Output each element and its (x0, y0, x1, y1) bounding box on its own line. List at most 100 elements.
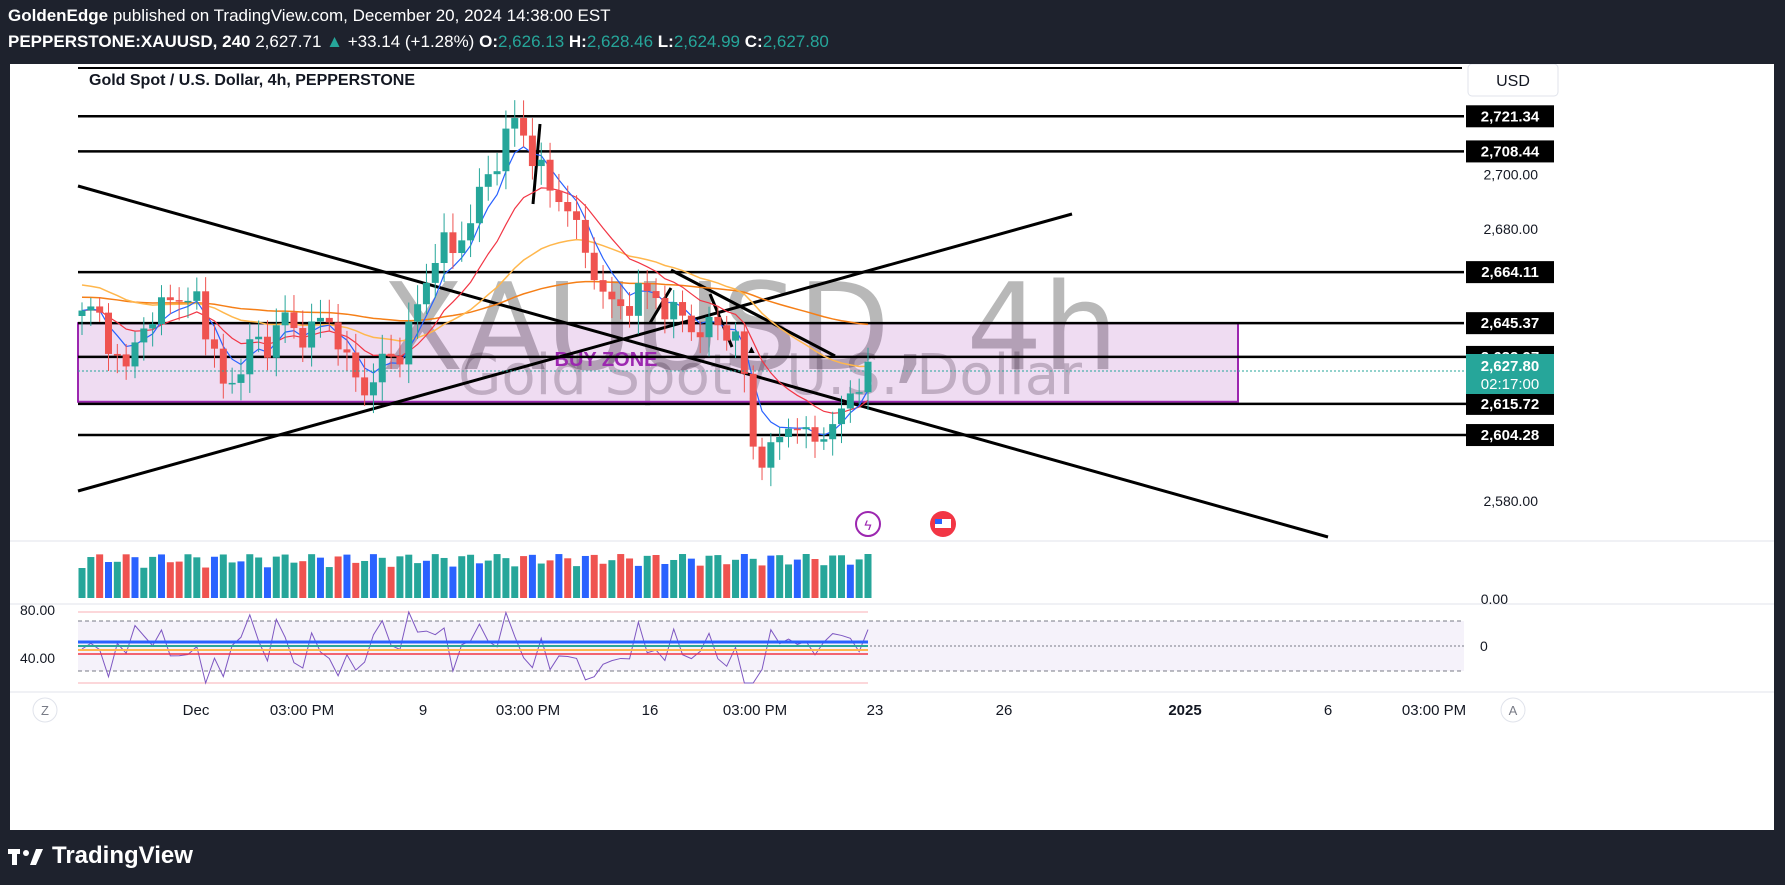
volume-bar (131, 557, 139, 598)
candles (78, 100, 872, 487)
volume-bar (334, 556, 342, 598)
candle-body (184, 300, 192, 303)
candle-body (431, 262, 439, 283)
descending-trendline[interactable] (77, 184, 1329, 539)
candle-body (422, 282, 430, 305)
marker-triangle-icon: ▲ (746, 344, 757, 356)
time-tick-label: 2025 (1168, 702, 1201, 719)
volume-bar (864, 554, 872, 598)
y-tick-label: 2,680.00 (1484, 221, 1539, 237)
volume-bar (361, 560, 369, 598)
candle-body (78, 310, 86, 316)
volume-bar (855, 559, 863, 598)
volume-bar (290, 562, 298, 598)
candle-body (696, 332, 704, 338)
level-price-label: 2,604.28 (1481, 427, 1539, 444)
volume-bar (281, 554, 289, 598)
candle-body (87, 306, 95, 311)
volume-bar (537, 563, 545, 598)
candle-body (475, 186, 483, 224)
level-badge (1466, 261, 1554, 284)
horizontal-levels[interactable] (78, 115, 1478, 437)
candle-body (634, 283, 642, 316)
volume-bar (387, 566, 395, 598)
symbol-label: PEPPERSTONE:XAUUSD, 240 (8, 32, 251, 51)
open-label: O: (479, 32, 498, 51)
candle-body (723, 325, 731, 341)
candle-body (352, 352, 360, 378)
candle-body (581, 219, 589, 253)
candle-body (820, 439, 828, 442)
candle-body (281, 312, 289, 326)
volume-bar (599, 563, 607, 598)
tv-logo-icon (8, 849, 43, 865)
tradingview-logo[interactable]: TradingView (8, 842, 193, 870)
open-value: 2,626.13 (497, 32, 565, 51)
volume-bar (528, 554, 536, 598)
level-price-label: 2,645.37 (1481, 315, 1539, 332)
volume-bar (520, 556, 528, 598)
volume-bar (308, 554, 316, 598)
volume-bar (184, 554, 192, 598)
volume-bar (581, 555, 589, 598)
publish-line: GoldenEdge published on TradingView.com,… (8, 6, 611, 26)
volume-bar (687, 558, 695, 598)
volume-bar (175, 561, 183, 598)
volume-bar (352, 562, 360, 598)
candle-body (590, 252, 598, 281)
flag-line[interactable] (648, 287, 673, 324)
candle-body (670, 302, 678, 320)
candle-body (749, 373, 757, 447)
volume-bar (228, 562, 236, 598)
candle-body (272, 325, 280, 358)
candle-body (740, 331, 748, 374)
currency-button[interactable] (1467, 64, 1559, 97)
volume-bar (166, 562, 174, 598)
buy-zone-box[interactable] (77, 322, 1239, 403)
candle-body (846, 393, 854, 409)
volume-bar (608, 560, 616, 598)
close-value: 2,627.80 (762, 32, 829, 51)
candle-body (414, 304, 422, 322)
volume-bar (820, 565, 828, 598)
z-button[interactable] (32, 697, 58, 723)
auto-scale-button[interactable] (1500, 697, 1526, 723)
countdown-label: 02:17:00 (1481, 376, 1539, 393)
candle-body (811, 427, 819, 442)
candle-body (228, 382, 236, 385)
ascending-trendline[interactable] (77, 212, 1073, 493)
time-tick-label: Dec (183, 702, 210, 719)
candle-body (149, 324, 157, 329)
volume-bars (78, 554, 872, 598)
chart-panel[interactable]: XAUUSD, 4h Gold Spot / U.S. Dollar BUY Z… (10, 64, 1774, 830)
low-label: L: (657, 32, 674, 51)
price-chart[interactable]: XAUUSD, 4h Gold Spot / U.S. Dollar BUY Z… (10, 64, 1774, 830)
lightning-icon[interactable] (855, 511, 881, 537)
volume-bar (343, 554, 351, 598)
high-label: H: (568, 32, 587, 51)
volume-bar (140, 567, 148, 598)
flag-stripes-icon (935, 519, 951, 528)
volume-bar (679, 554, 687, 598)
candle-body (369, 382, 377, 396)
volume-bar (740, 554, 748, 598)
channel-line[interactable] (670, 268, 836, 358)
price-change: +33.14 (+1.28%) (347, 32, 475, 51)
moving-average-line (81, 187, 869, 414)
candle-body (484, 174, 492, 187)
peak-line[interactable] (531, 123, 542, 205)
volume-bar (626, 558, 634, 598)
candle-body (599, 280, 607, 292)
author-name[interactable]: GoldenEdge (8, 6, 109, 25)
volume-bar (263, 567, 271, 598)
volume-bar (299, 561, 307, 598)
candle-body (502, 128, 510, 172)
time-tick-label: 6 (1324, 702, 1332, 719)
volume-bar (405, 554, 413, 598)
candle-body (829, 424, 837, 440)
candle-body (263, 336, 271, 358)
rsi-level-80: 80.00 (20, 602, 55, 618)
candle-body (113, 353, 121, 356)
candle-body (440, 232, 448, 263)
volume-bar (369, 554, 377, 598)
